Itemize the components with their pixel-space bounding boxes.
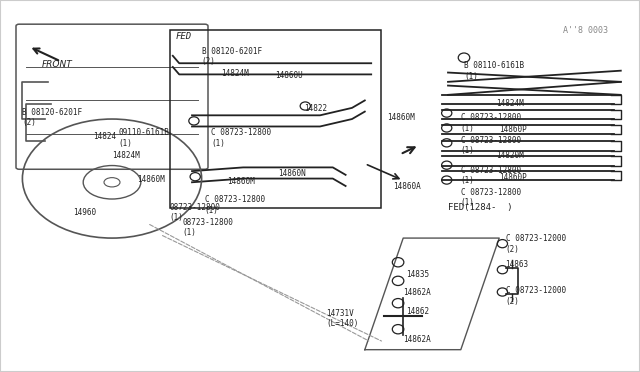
Text: 14824M: 14824M bbox=[112, 151, 140, 160]
Text: C 08723-12000
(2): C 08723-12000 (2) bbox=[506, 234, 566, 254]
Text: 14860U: 14860U bbox=[275, 71, 303, 80]
Text: 09110-6161B
(1): 09110-6161B (1) bbox=[118, 128, 169, 148]
Text: C 08723-12800
(1): C 08723-12800 (1) bbox=[211, 128, 271, 148]
Text: 14960: 14960 bbox=[74, 208, 97, 217]
Text: B 08120-6201F
(2): B 08120-6201F (2) bbox=[22, 108, 83, 127]
Text: C 08723-12800
(1): C 08723-12800 (1) bbox=[461, 188, 521, 207]
Text: FRONT: FRONT bbox=[42, 60, 73, 69]
Text: 14820M: 14820M bbox=[496, 151, 524, 160]
Text: C 08723-12000
(2): C 08723-12000 (2) bbox=[506, 286, 566, 306]
Text: C 08723-12800
(1): C 08723-12800 (1) bbox=[461, 113, 521, 133]
Text: 08723-12800
(1): 08723-12800 (1) bbox=[182, 218, 233, 237]
Text: 14860P: 14860P bbox=[499, 125, 527, 134]
Text: 08723-12800
(1): 08723-12800 (1) bbox=[170, 203, 220, 222]
Text: 14824M: 14824M bbox=[496, 99, 524, 108]
Text: 14862: 14862 bbox=[406, 307, 429, 316]
Text: A''8 0003: A''8 0003 bbox=[563, 26, 608, 35]
Text: C 08723-12800
(1): C 08723-12800 (1) bbox=[205, 195, 265, 215]
Text: FED(1284-  ): FED(1284- ) bbox=[448, 203, 513, 212]
Bar bbox=[170, 30, 381, 208]
Text: 14824M: 14824M bbox=[221, 69, 248, 78]
Text: C 08723-12800
(1): C 08723-12800 (1) bbox=[461, 136, 521, 155]
Text: B 08110-6161B
(1): B 08110-6161B (1) bbox=[464, 61, 524, 81]
Text: 14860M: 14860M bbox=[387, 113, 415, 122]
Text: 14731V
(L=140): 14731V (L=140) bbox=[326, 309, 359, 328]
Text: 14860M: 14860M bbox=[138, 175, 165, 184]
Text: 14835: 14835 bbox=[406, 270, 429, 279]
Text: 14862A: 14862A bbox=[403, 335, 431, 344]
Text: 14862A: 14862A bbox=[403, 288, 431, 297]
Text: 14860M: 14860M bbox=[227, 177, 255, 186]
Text: C 08723-12800
(1): C 08723-12800 (1) bbox=[461, 166, 521, 185]
Text: 14822: 14822 bbox=[304, 104, 327, 113]
Text: FED: FED bbox=[176, 32, 192, 41]
Text: B 08120-6201F
(2): B 08120-6201F (2) bbox=[202, 46, 262, 66]
Text: 14863: 14863 bbox=[506, 260, 529, 269]
Text: 14860A: 14860A bbox=[394, 182, 421, 191]
Text: 14860N: 14860N bbox=[278, 169, 306, 178]
Text: 14860P: 14860P bbox=[499, 173, 527, 182]
Text: 14824: 14824 bbox=[93, 132, 116, 141]
